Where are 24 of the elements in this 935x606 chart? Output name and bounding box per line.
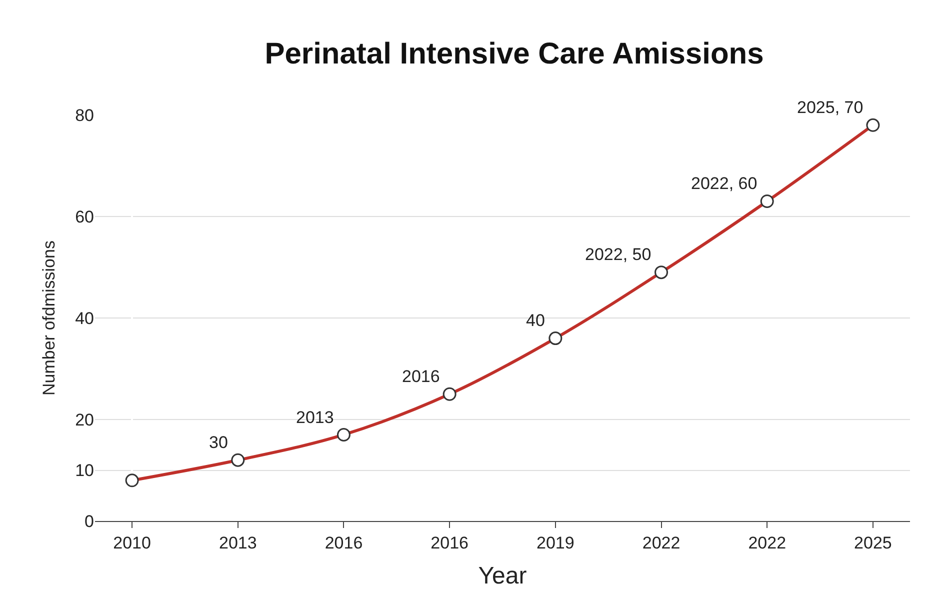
x-tick-label: 2016 [324,533,363,552]
annotation: 2022, 50 [585,245,652,264]
y-tick-label: 40 [75,308,94,328]
y-axis-title: Number ofdmissions [40,240,59,396]
annotation: 2025, 70 [797,98,864,117]
x-tick-label: 2016 [430,533,468,552]
x-axis-title: Year [478,562,527,590]
annotation: 2022, 60 [691,174,758,193]
chart-title: Perinatal Intensive Care Amissions [264,37,764,70]
annotation: 30 [209,433,228,452]
x-tick-label: 2022 [642,533,680,552]
annotation: 2013 [296,408,334,427]
y-tick-label: 10 [75,461,94,480]
x-tick-label: 2013 [218,533,257,552]
x-tick-label: 2019 [536,533,574,552]
annotation: 40 [526,311,545,330]
x-tick-label: 2022 [748,533,786,552]
y-tick-label: 60 [75,207,94,226]
x-tick-label: 2010 [113,533,151,552]
x-tick-label: 2025 [854,533,892,552]
y-tick-label: 0 [84,512,94,531]
y-tick-label: 80 [75,106,94,125]
y-tick-label: 20 [75,410,94,430]
annotation: 2016 [402,367,440,386]
